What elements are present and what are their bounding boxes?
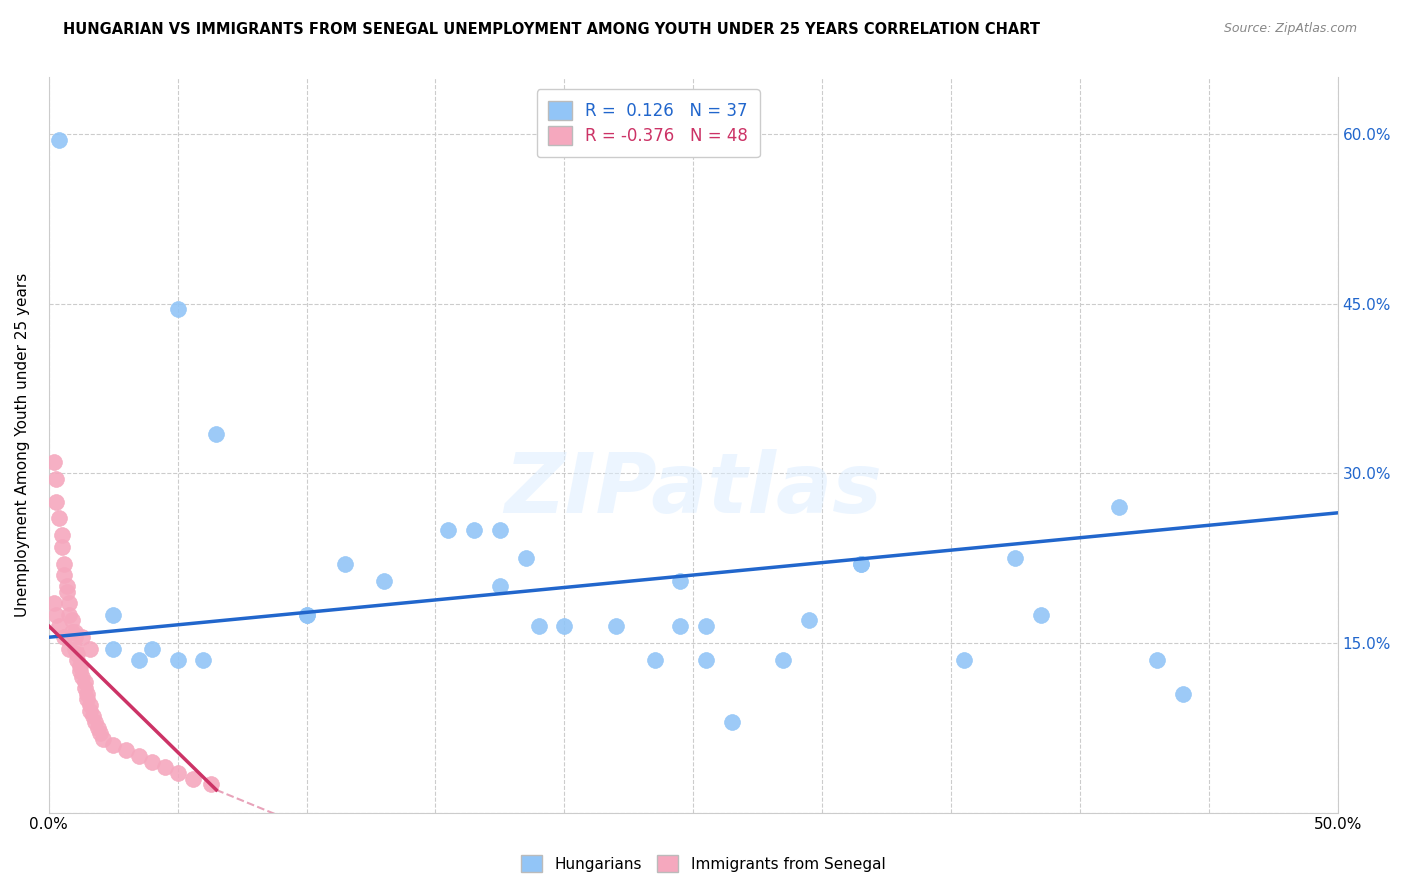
Point [295,607,318,622]
Point [53,630,76,644]
Point [45,607,67,622]
Legend: R =  0.126   N = 37, R = -0.376   N = 48: R = 0.126 N = 37, R = -0.376 N = 48 [537,89,759,157]
Point [721,714,744,729]
Point [437,523,460,537]
Point [695,653,717,667]
Point [669,619,692,633]
Text: HUNGARIAN VS IMMIGRANTS FROM SENEGAL UNEMPLOYMENT AMONG YOUTH UNDER 25 YEARS COR: HUNGARIAN VS IMMIGRANTS FROM SENEGAL UNE… [63,22,1040,37]
Point [69,658,91,673]
Point [1108,500,1130,515]
Point [953,653,976,667]
Point [205,426,228,441]
Point [1146,653,1168,667]
Point [73,675,96,690]
Point [72,630,94,644]
Point [200,777,222,791]
Point [48,133,70,147]
Point [849,557,872,571]
Point [51,540,73,554]
Point [63,641,86,656]
Point [53,557,76,571]
Text: Source: ZipAtlas.com: Source: ZipAtlas.com [1223,22,1357,36]
Point [181,772,204,786]
Point [91,732,114,747]
Point [128,749,150,764]
Point [79,698,101,712]
Point [553,619,575,633]
Point [128,653,150,667]
Point [66,653,89,667]
Point [51,528,73,542]
Point [695,619,717,633]
Point [89,726,111,740]
Point [463,523,485,537]
Point [72,670,94,684]
Point [295,607,318,622]
Point [63,624,86,639]
Point [527,619,550,633]
Point [53,568,76,582]
Point [489,523,512,537]
Point [84,714,107,729]
Point [115,743,138,757]
Point [56,585,79,599]
Point [58,596,80,610]
Point [56,579,79,593]
Point [58,607,80,622]
Point [799,613,821,627]
Point [644,653,666,667]
Point [669,574,692,588]
Point [1171,687,1194,701]
Point [772,653,794,667]
Point [63,630,86,644]
Point [166,302,188,317]
Text: ZIPatlas: ZIPatlas [505,449,882,530]
Point [45,494,67,508]
Point [60,624,83,639]
Point [87,721,110,735]
Point [141,641,163,656]
Point [69,664,91,678]
Point [42,455,65,469]
Point [335,557,357,571]
Point [166,766,188,780]
Point [66,647,89,661]
Point [489,579,512,593]
Point [73,681,96,695]
Point [141,755,163,769]
Point [1004,551,1026,566]
Point [48,511,70,525]
Point [849,557,872,571]
Point [58,641,80,656]
Point [45,472,67,486]
Point [373,574,395,588]
Point [153,760,176,774]
Point [79,704,101,718]
Point [166,653,188,667]
Point [76,692,98,706]
Point [76,687,98,701]
Point [79,641,101,656]
Point [515,551,537,566]
Point [103,607,125,622]
Point [605,619,627,633]
Point [103,641,125,656]
Point [103,738,125,752]
Point [42,596,65,610]
Point [48,619,70,633]
Y-axis label: Unemployment Among Youth under 25 years: Unemployment Among Youth under 25 years [15,273,30,617]
Point [82,709,104,723]
Point [193,653,215,667]
Point [60,613,83,627]
Legend: Hungarians, Immigrants from Senegal: Hungarians, Immigrants from Senegal [513,847,893,880]
Point [1031,607,1053,622]
